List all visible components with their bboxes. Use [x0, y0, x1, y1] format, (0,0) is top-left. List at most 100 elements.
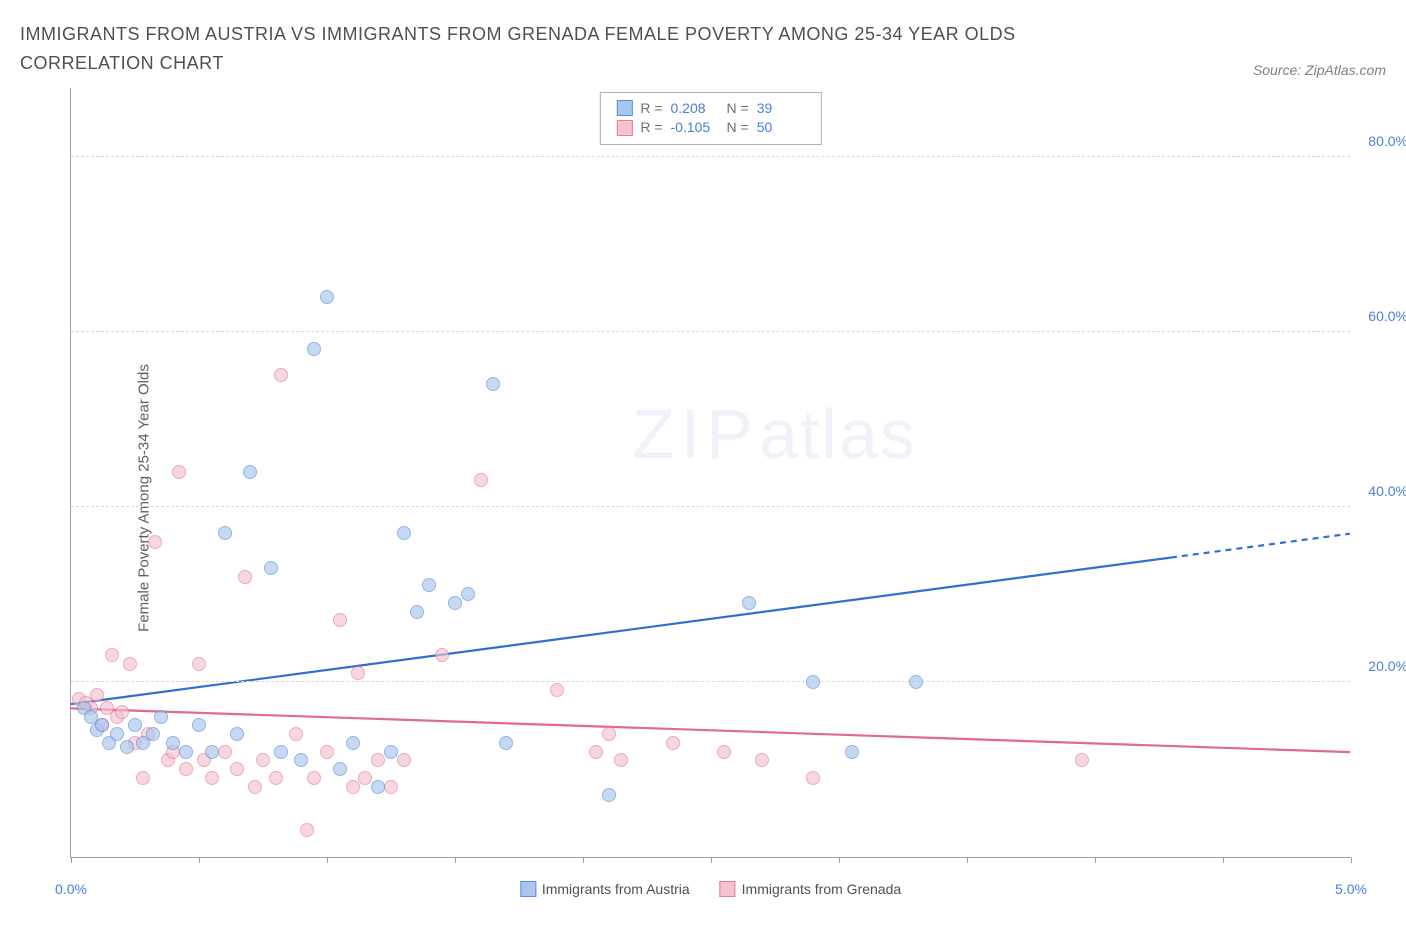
data-point-austria [461, 587, 475, 601]
data-point-austria [346, 736, 360, 750]
data-point-grenada [105, 648, 119, 662]
stats-row-austria: R = 0.208 N = 39 [616, 99, 804, 119]
data-point-austria [110, 727, 124, 741]
bottom-legend: Immigrants from Austria Immigrants from … [520, 881, 901, 897]
data-point-grenada [602, 727, 616, 741]
x-tick-mark [455, 857, 456, 863]
data-point-austria [294, 753, 308, 767]
y-tick-label: 40.0% [1368, 483, 1406, 499]
data-point-grenada [248, 780, 262, 794]
legend-label-austria: Immigrants from Austria [542, 881, 690, 897]
data-point-austria [397, 526, 411, 540]
swatch-grenada [720, 881, 736, 897]
data-point-grenada [384, 780, 398, 794]
n-value-austria: 39 [757, 99, 805, 119]
chart-container: IMMIGRANTS FROM AUSTRIA VS IMMIGRANTS FR… [20, 20, 1386, 908]
chart-title: IMMIGRANTS FROM AUSTRIA VS IMMIGRANTS FR… [20, 20, 1120, 78]
data-point-grenada [269, 771, 283, 785]
data-point-grenada [148, 535, 162, 549]
y-tick-label: 20.0% [1368, 658, 1406, 674]
data-point-austria [243, 465, 257, 479]
data-point-grenada [806, 771, 820, 785]
data-point-grenada [435, 648, 449, 662]
data-point-grenada [589, 745, 603, 759]
data-point-grenada [115, 705, 129, 719]
data-point-austria [845, 745, 859, 759]
data-point-austria [602, 788, 616, 802]
r-label: R = [640, 118, 662, 138]
x-tick-mark [839, 857, 840, 863]
gridline [71, 331, 1350, 332]
gridline [71, 681, 1350, 682]
data-point-grenada [397, 753, 411, 767]
data-point-grenada [123, 657, 137, 671]
data-point-austria [166, 736, 180, 750]
x-tick-mark [1223, 857, 1224, 863]
data-point-austria [410, 605, 424, 619]
y-tick-label: 60.0% [1368, 308, 1406, 324]
trend-lines [71, 88, 1350, 857]
data-point-grenada [205, 771, 219, 785]
swatch-grenada [616, 120, 632, 136]
stats-legend: R = 0.208 N = 39 R = -0.105 N = 50 [599, 92, 821, 145]
data-point-austria [307, 342, 321, 356]
legend-item-grenada: Immigrants from Grenada [720, 881, 902, 897]
data-point-grenada [614, 753, 628, 767]
data-point-grenada [320, 745, 334, 759]
data-point-austria [218, 526, 232, 540]
data-point-austria [264, 561, 278, 575]
plot-region: ZIPatlas R = 0.208 N = 39 R = -0.105 N =… [70, 88, 1350, 858]
data-point-grenada [474, 473, 488, 487]
data-point-austria [95, 718, 109, 732]
chart-area: Female Poverty Among 25-34 Year Olds ZIP… [20, 88, 1386, 908]
watermark: ZIPatlas [632, 394, 917, 474]
data-point-austria [192, 718, 206, 732]
r-label: R = [640, 99, 662, 119]
data-point-grenada [550, 683, 564, 697]
data-point-grenada [307, 771, 321, 785]
data-point-austria [384, 745, 398, 759]
data-point-austria [120, 740, 134, 754]
data-point-grenada [755, 753, 769, 767]
data-point-grenada [371, 753, 385, 767]
n-label: N = [727, 99, 749, 119]
data-point-austria [499, 736, 513, 750]
legend-label-grenada: Immigrants from Grenada [742, 881, 902, 897]
data-point-grenada [300, 823, 314, 837]
swatch-austria [520, 881, 536, 897]
x-tick-label: 0.0% [55, 881, 87, 897]
data-point-austria [179, 745, 193, 759]
x-tick-mark [1351, 857, 1352, 863]
data-point-grenada [717, 745, 731, 759]
data-point-austria [205, 745, 219, 759]
data-point-austria [333, 762, 347, 776]
r-value-grenada: -0.105 [671, 118, 719, 138]
data-point-grenada [346, 780, 360, 794]
x-tick-mark [711, 857, 712, 863]
data-point-grenada [351, 666, 365, 680]
data-point-grenada [238, 570, 252, 584]
data-point-grenada [274, 368, 288, 382]
data-point-austria [128, 718, 142, 732]
data-point-grenada [179, 762, 193, 776]
data-point-austria [320, 290, 334, 304]
gridline [71, 506, 1350, 507]
data-point-austria [371, 780, 385, 794]
data-point-grenada [256, 753, 270, 767]
x-tick-mark [583, 857, 584, 863]
data-point-grenada [1075, 753, 1089, 767]
data-point-austria [486, 377, 500, 391]
data-point-grenada [333, 613, 347, 627]
data-point-grenada [358, 771, 372, 785]
swatch-austria [616, 100, 632, 116]
data-point-grenada [230, 762, 244, 776]
data-point-grenada [136, 771, 150, 785]
data-point-grenada [172, 465, 186, 479]
data-point-austria [154, 710, 168, 724]
x-tick-label: 5.0% [1335, 881, 1367, 897]
data-point-austria [230, 727, 244, 741]
data-point-austria [806, 675, 820, 689]
x-tick-mark [199, 857, 200, 863]
data-point-austria [422, 578, 436, 592]
data-point-austria [448, 596, 462, 610]
